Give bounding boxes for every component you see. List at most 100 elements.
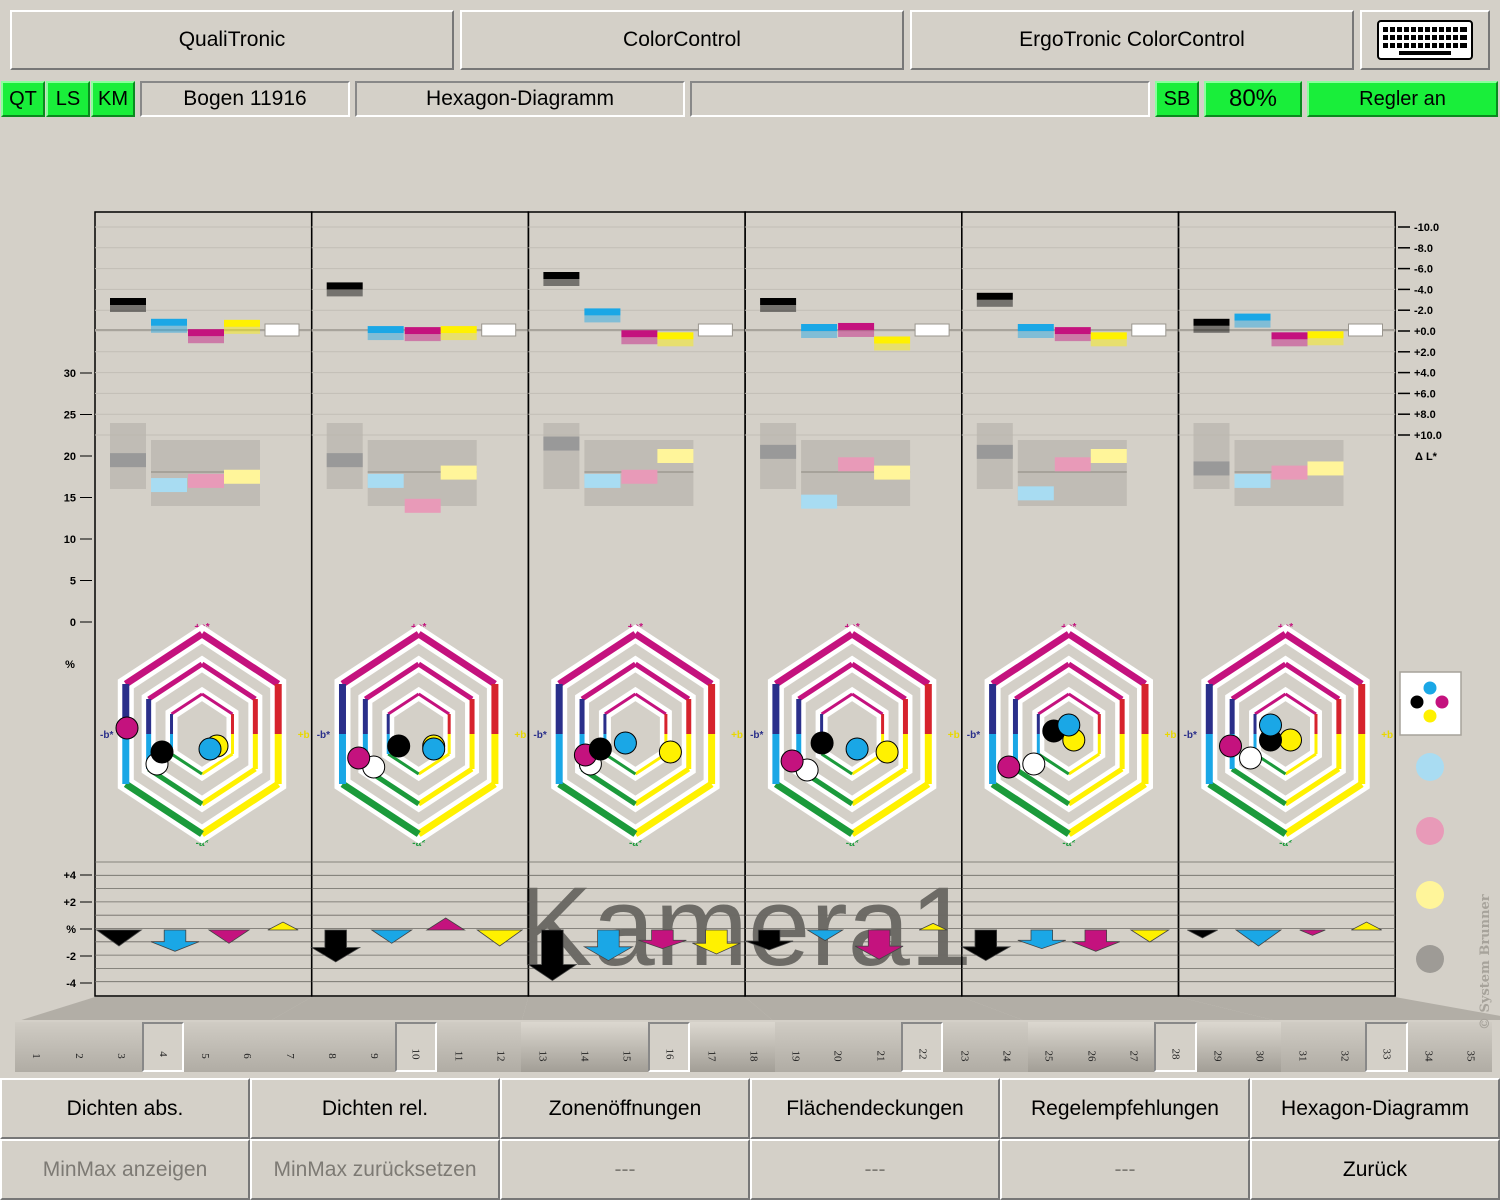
zone-cell[interactable]: 13 (521, 1022, 564, 1072)
regelempfehlungen-button[interactable]: Regelempfehlungen (1000, 1078, 1250, 1139)
zone-cell[interactable]: 9 (352, 1022, 395, 1072)
zone-cell[interactable]: 14 (563, 1022, 606, 1072)
density-tick-label: 30 (64, 368, 76, 380)
zone-cell[interactable]: 21 (859, 1022, 902, 1072)
zone-cell[interactable]: 17 (690, 1022, 733, 1072)
zone-cell[interactable]: 15 (605, 1022, 648, 1072)
hexagon-ring-edge (820, 752, 853, 776)
zone-cell[interactable]: 12 (479, 1022, 522, 1072)
hexagon-label-right: +b (1165, 730, 1177, 741)
hexagon-ring-edge (557, 631, 638, 687)
keyboard-button[interactable] (1360, 10, 1490, 70)
hexagon-point-k (810, 731, 834, 755)
hexagon-ring-edge (1254, 692, 1287, 716)
zone-cell[interactable]: 7 (268, 1022, 311, 1072)
copyright-text: © System Brunner (1478, 894, 1493, 1030)
zone-cell[interactable]: 27 (1112, 1022, 1155, 1072)
hexagon-ring-edge (1284, 752, 1317, 776)
density-tick-label: 0 (70, 617, 76, 629)
flaechendeckungen-button[interactable]: Flächendeckungen (750, 1078, 1000, 1139)
delta-l-bar-magenta-shade (621, 337, 658, 345)
hexagon-label-right: +b (514, 730, 526, 741)
arrow-scale-label: -4 (66, 978, 77, 990)
hexagon-ring-edge (417, 766, 474, 807)
density-bar-magenta (188, 473, 224, 488)
control-arrow-yellow (1129, 929, 1170, 943)
zone-cell[interactable]: 20 (816, 1022, 859, 1072)
panel-zone-link (961, 997, 1273, 1020)
dichten-rel-button[interactable]: Dichten rel. (250, 1078, 500, 1139)
delta-l-bar-black-shade (326, 289, 363, 297)
zone-cell[interactable]: 28 (1154, 1022, 1197, 1072)
hexagon-ring-bg (575, 655, 696, 813)
zone-cell[interactable]: 2 (57, 1022, 100, 1072)
control-arrow-yellow (692, 929, 741, 955)
zone-cell[interactable]: 22 (901, 1022, 944, 1072)
zone-cell[interactable]: 33 (1365, 1022, 1408, 1072)
hexagon-ring-edge (580, 661, 637, 702)
zone-cell[interactable]: 4 (141, 1022, 184, 1072)
dichten-abs-button[interactable]: Dichten abs. (0, 1078, 250, 1139)
zone-cell[interactable]: 19 (774, 1022, 817, 1072)
hexagon-ring-edge (200, 661, 257, 702)
delta-l-bar-magenta-shade (188, 336, 224, 344)
hexagon-diagramm-button[interactable]: Hexagon-Diagramm (1250, 1078, 1500, 1139)
hexagon-label-right: +b (298, 730, 310, 741)
zone-cell[interactable]: 5 (183, 1022, 226, 1072)
zone-cell[interactable]: 34 (1407, 1022, 1450, 1072)
hexagon-point-m (115, 716, 139, 740)
tab-ergotronic-colorcontrol[interactable]: ErgoTronic ColorControl (910, 10, 1354, 70)
zone-number: 23 (958, 1050, 971, 1062)
delta-l-bar-black (976, 292, 1013, 300)
zone-cell[interactable]: 25 (1027, 1022, 1070, 1072)
empty-button-2[interactable]: --- (750, 1139, 1000, 1200)
panel-zone-link (21, 997, 312, 1020)
hexagon-ring-bg (598, 686, 672, 782)
density-bar-black (1193, 461, 1230, 476)
empty-button-1[interactable]: --- (500, 1139, 750, 1200)
delta-l-bar-magenta (621, 330, 658, 338)
hexagon-ring-bg (358, 655, 480, 813)
zone-cell[interactable]: 32 (1323, 1022, 1366, 1072)
zone-cell[interactable]: 24 (985, 1022, 1028, 1072)
delta-l-bar-yellow-shade (1090, 339, 1127, 347)
tab-qualitronic[interactable]: QualiTronic (10, 10, 454, 70)
zone-cell[interactable]: 29 (1196, 1022, 1239, 1072)
zone-number: 14 (578, 1050, 591, 1062)
zone-cell[interactable]: 11 (437, 1022, 480, 1072)
zone-number: 19 (789, 1050, 802, 1062)
control-arrow-yellow (918, 922, 948, 931)
tab-colorcontrol[interactable]: ColorControl (460, 10, 904, 70)
hexagon-label-left: -b* (750, 730, 763, 741)
zone-cell[interactable]: 26 (1070, 1022, 1113, 1072)
zurueck-button[interactable]: Zurück (1250, 1139, 1500, 1200)
zone-cell[interactable]: 6 (226, 1022, 269, 1072)
zone-number: 24 (1000, 1050, 1013, 1062)
zone-cell[interactable]: 30 (1238, 1022, 1281, 1072)
zone-cell[interactable]: 35 (1449, 1022, 1492, 1072)
hexagon-point-c (845, 737, 869, 761)
zone-cell[interactable]: 31 (1281, 1022, 1324, 1072)
minmax-zuruecksetzen-button[interactable]: MinMax zurücksetzen (250, 1139, 500, 1200)
delta-l-bar-cyan (367, 326, 404, 334)
hexagon-ring-edge (170, 692, 203, 716)
zone-cell[interactable]: 1 (15, 1022, 58, 1072)
hexagon-ring-edge (200, 631, 281, 687)
delta-l-bar-cyan (584, 308, 621, 316)
zone-cell[interactable]: 10 (394, 1022, 437, 1072)
zone-cell[interactable]: 18 (732, 1022, 775, 1072)
hexagon-ring-edge (773, 631, 855, 687)
delta-l-bar-white (1131, 323, 1167, 337)
hexagon-ring-edge (417, 661, 474, 702)
delta-l-bar-yellow (1090, 332, 1127, 340)
zone-cell[interactable]: 23 (943, 1022, 986, 1072)
zone-cell[interactable]: 16 (648, 1022, 691, 1072)
zone-cell[interactable]: 3 (99, 1022, 142, 1072)
zonenoeffnungen-button[interactable]: Zonenöffnungen (500, 1078, 750, 1139)
minmax-anzeigen-button[interactable]: MinMax anzeigen (0, 1139, 250, 1200)
zone-cell[interactable]: 8 (310, 1022, 353, 1072)
empty-button-3[interactable]: --- (1000, 1139, 1250, 1200)
density-bar-magenta (1054, 457, 1091, 472)
sheet-number-label: Bogen 11916 (183, 87, 307, 110)
zone-number: 30 (1253, 1050, 1266, 1062)
